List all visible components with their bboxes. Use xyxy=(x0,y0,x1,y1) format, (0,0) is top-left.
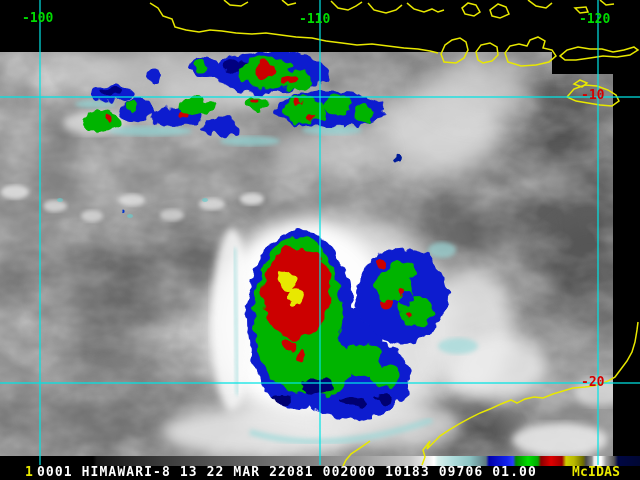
coast-fragment xyxy=(342,440,371,467)
latlon-grid xyxy=(0,0,640,465)
frame-number: 1 xyxy=(25,465,33,480)
coastline-overlay xyxy=(149,0,640,467)
enhanced-blob-east xyxy=(356,248,448,344)
lombok-island xyxy=(475,42,499,64)
longitude-label: -120 xyxy=(579,12,611,27)
status-bar: 1 0001 HIMAWARI-8 13 22 MAR 22081 002000… xyxy=(0,466,640,480)
flores-island xyxy=(558,46,640,61)
aqua-fringes xyxy=(57,100,478,445)
bali-island xyxy=(440,37,469,64)
latitude-label: -20 xyxy=(581,375,605,390)
australia-coast xyxy=(421,321,639,466)
sumbawa-island xyxy=(504,36,557,67)
image-info-text: 0001 HIMAWARI-8 13 22 MAR 22081 002000 1… xyxy=(37,465,537,480)
longitude-label: -100 xyxy=(22,11,54,26)
latitude-label: -10 xyxy=(581,88,605,103)
timor-island xyxy=(565,84,620,107)
mcidas-brand: McIDAS xyxy=(572,465,621,480)
enhanced-band-north xyxy=(212,52,384,128)
java-south-coast xyxy=(149,2,439,54)
imagery-layer xyxy=(0,52,613,456)
longitude-label: -110 xyxy=(299,12,331,27)
